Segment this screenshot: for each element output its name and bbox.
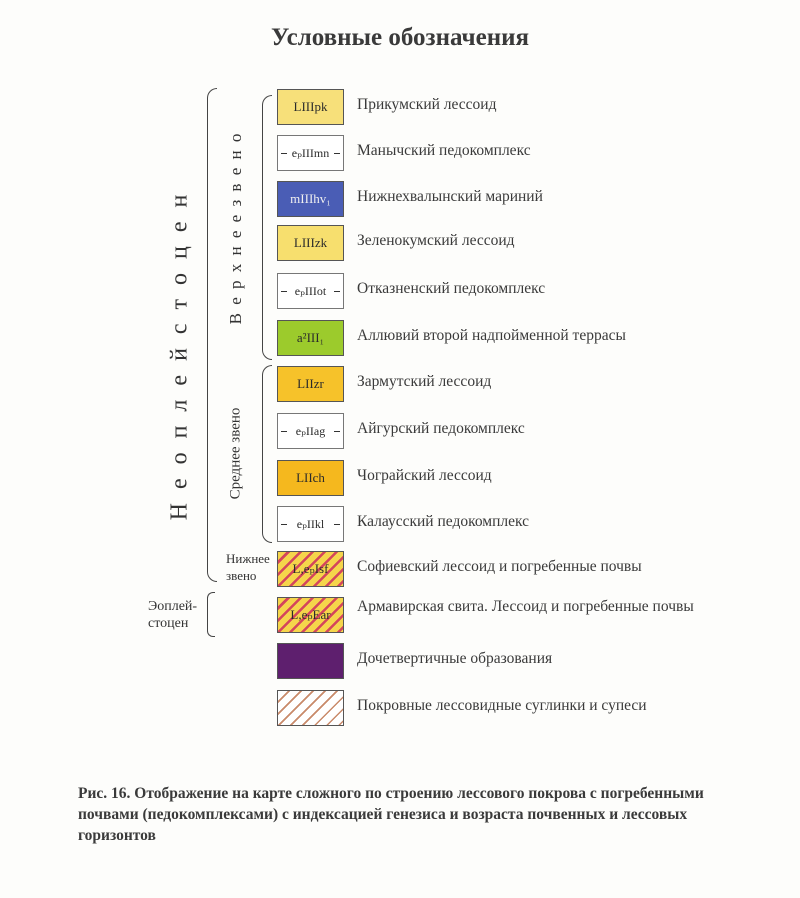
legend-label: Аллювий второй надпойменной террасы bbox=[357, 327, 626, 344]
swatch-loess: LIIch bbox=[277, 460, 344, 496]
pedocomplex-tick bbox=[281, 431, 287, 432]
middle-link-label: Среднее звено bbox=[227, 407, 244, 500]
pedocomplex-tick bbox=[334, 524, 340, 525]
legend-code: L,eₚIsf bbox=[292, 561, 329, 576]
legend-label: Калаусский педокомплекс bbox=[357, 513, 530, 530]
legend-code: a²III₁ bbox=[296, 330, 325, 345]
legend-label: Дочетвертичные образования bbox=[357, 650, 553, 667]
swatch-marine: mIIIhv₁ bbox=[277, 181, 344, 217]
legend-label: Прикумский лессоид bbox=[357, 96, 497, 113]
legend-code: eₚIIIot bbox=[294, 283, 327, 298]
swatch-loess: LIIIpk bbox=[277, 89, 344, 125]
pedocomplex-tick bbox=[281, 153, 287, 154]
pedocomplex-tick bbox=[334, 291, 340, 292]
swatch-pedocomplex: eₚIIIot bbox=[277, 273, 344, 309]
legend-label: Софиевский лессоид и погребенные почвы bbox=[357, 558, 642, 575]
pedocomplex-tick bbox=[281, 291, 287, 292]
legend-code: eₚIIImn bbox=[291, 145, 330, 160]
eopleistocene-label: Эоплей- стоцен bbox=[148, 599, 198, 631]
eopleistocene-bracket bbox=[207, 592, 215, 637]
legend-label: Армавирская свита. Лессоид и погребенные… bbox=[357, 598, 694, 615]
legend-label: Зармутский лессоид bbox=[357, 373, 492, 390]
legend-label: Нижнехвалынский мариний bbox=[357, 188, 543, 205]
legend-code: eₚIIkl bbox=[296, 516, 325, 531]
swatch-loess-soils: L,eₚEar bbox=[277, 597, 344, 633]
legend-code: LIIIzk bbox=[293, 235, 328, 250]
pedocomplex-tick bbox=[334, 153, 340, 154]
swatch-pedocomplex: eₚIIImn bbox=[277, 135, 344, 171]
swatch-alluvium: a²III₁ bbox=[277, 320, 344, 356]
legend-label: Айгурский педокомплекс bbox=[357, 420, 525, 437]
legend-code: LIIch bbox=[296, 470, 325, 485]
legend-code: eₚIIag bbox=[295, 423, 326, 438]
legend-code: LIIzr bbox=[297, 376, 324, 391]
swatch-cover-loam bbox=[277, 690, 344, 726]
neopleistocene-label: Н е о п л е й с т о ц е н bbox=[166, 190, 193, 521]
legend-code: L,eₚEar bbox=[290, 607, 331, 622]
legend-code: mIIIhv₁ bbox=[290, 191, 331, 206]
figure-caption: Рис. 16. Отображение на карте сложного п… bbox=[78, 785, 704, 844]
swatch-prequaternary bbox=[277, 643, 344, 679]
middle-link-bracket bbox=[262, 365, 272, 543]
upper-link-label: В е р х н е е з в е н о bbox=[226, 131, 245, 325]
lower-link-label: Нижнее звено bbox=[226, 551, 270, 583]
swatch-loess-soils: L,eₚIsf bbox=[277, 551, 344, 587]
pedocomplex-tick bbox=[281, 524, 287, 525]
legend-label: Чограйский лессоид bbox=[357, 467, 492, 484]
neopleistocene-bracket bbox=[207, 88, 217, 582]
swatch-loess: LIIzr bbox=[277, 366, 344, 402]
swatch-pedocomplex: eₚIIkl bbox=[277, 506, 344, 542]
upper-link-bracket bbox=[262, 95, 272, 360]
swatch-pedocomplex: eₚIIag bbox=[277, 413, 344, 449]
pedocomplex-tick bbox=[334, 431, 340, 432]
legend-label: Покровные лессовидные суглинки и супеси bbox=[357, 697, 647, 714]
legend-label: Манычский педокомплекс bbox=[357, 142, 531, 159]
legend-title: Условные обозначения bbox=[270, 24, 530, 51]
legend-code: LIIIpk bbox=[293, 99, 328, 114]
swatch-loess: LIIIzk bbox=[277, 225, 344, 261]
legend-label: Отказненский педокомплекс bbox=[357, 280, 546, 297]
legend-label: Зеленокумский лессоид bbox=[357, 232, 515, 249]
